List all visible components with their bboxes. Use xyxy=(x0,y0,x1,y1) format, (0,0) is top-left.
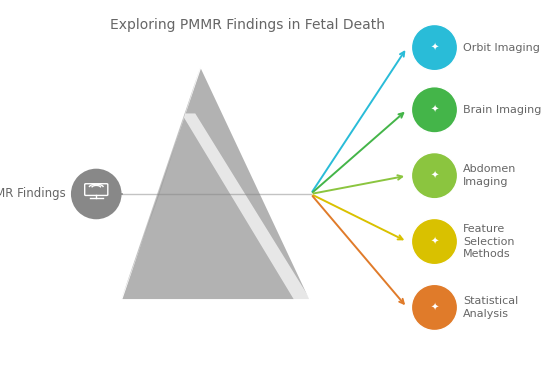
Text: Abdomen
Imaging: Abdomen Imaging xyxy=(463,164,516,187)
Ellipse shape xyxy=(411,87,458,133)
Polygon shape xyxy=(121,66,201,300)
Ellipse shape xyxy=(411,153,458,199)
Text: Brain Imaging: Brain Imaging xyxy=(463,105,541,115)
Text: ✦: ✦ xyxy=(431,236,438,247)
Ellipse shape xyxy=(411,219,458,265)
Text: Orbit Imaging: Orbit Imaging xyxy=(463,42,540,53)
Text: ✦: ✦ xyxy=(431,171,438,181)
Text: Exploring PMMR Findings in Fetal Death: Exploring PMMR Findings in Fetal Death xyxy=(110,18,385,32)
Text: ✦: ✦ xyxy=(431,105,438,115)
Text: Feature
Selection
Methods: Feature Selection Methods xyxy=(463,224,515,259)
Ellipse shape xyxy=(411,25,458,71)
Ellipse shape xyxy=(411,284,458,330)
Ellipse shape xyxy=(71,169,122,219)
Polygon shape xyxy=(182,113,311,300)
Text: ✦: ✦ xyxy=(431,42,438,53)
Text: ✦: ✦ xyxy=(431,302,438,313)
Polygon shape xyxy=(121,66,311,300)
Text: PMMR Findings: PMMR Findings xyxy=(0,187,65,201)
Text: Statistical
Analysis: Statistical Analysis xyxy=(463,296,518,319)
